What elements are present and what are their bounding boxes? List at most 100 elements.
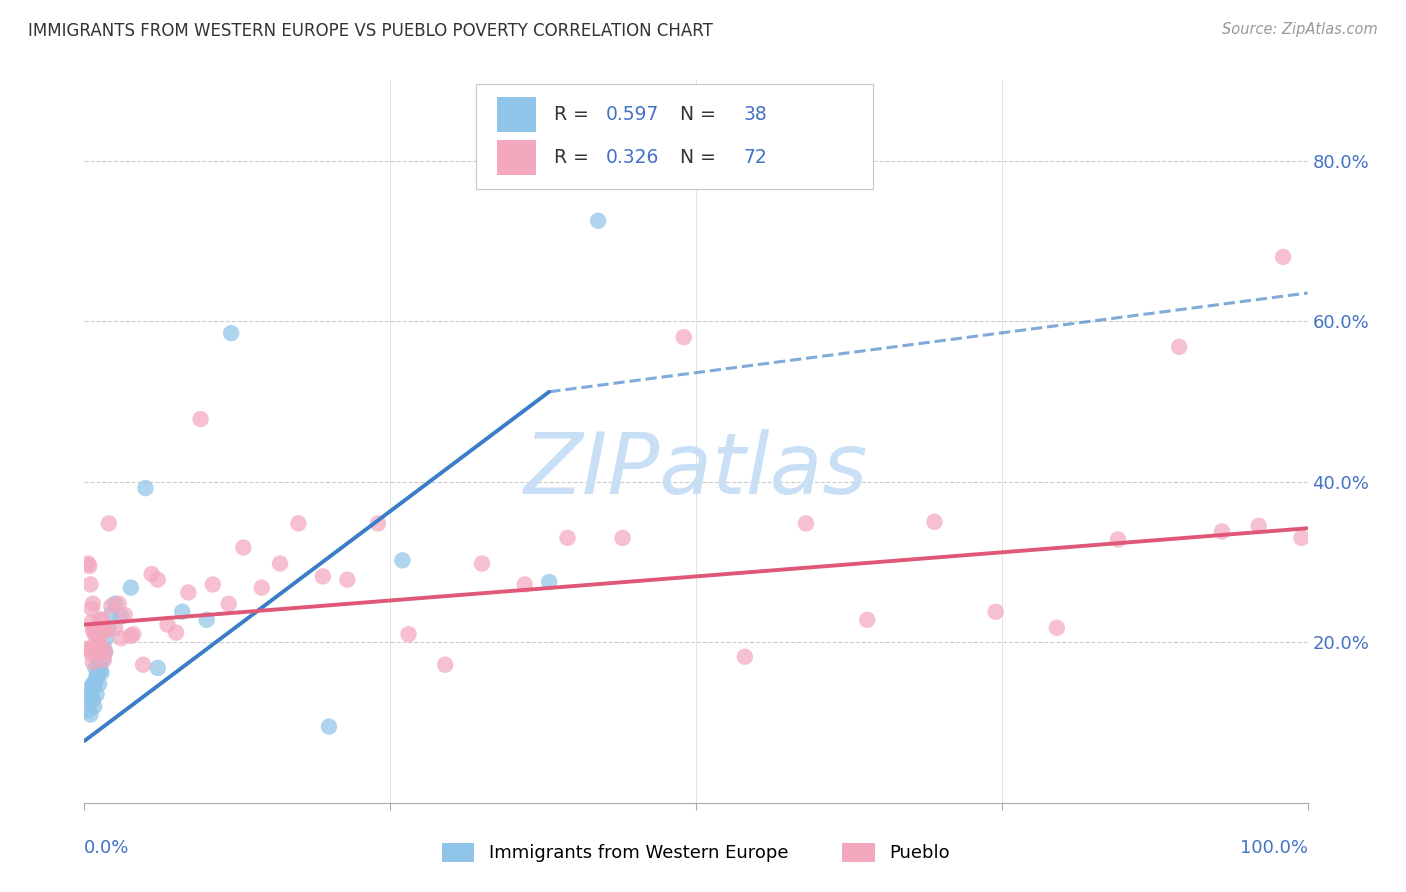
Point (177, 585, 200, 599)
Point (80, 680, 103, 694)
Point (79, 685, 101, 699)
Point (318, 719, 340, 733)
Text: IMMIGRANTS FROM WESTERN EUROPE VS PUEBLO POVERTY CORRELATION CHART: IMMIGRANTS FROM WESTERN EUROPE VS PUEBLO… (28, 22, 713, 40)
Text: N =: N = (668, 148, 721, 167)
Point (135, 481, 157, 495)
Point (398, 627, 420, 641)
Point (80, 690, 103, 704)
Point (97, 516, 120, 531)
Point (91, 623, 114, 637)
Point (77, 703, 100, 717)
Text: 38: 38 (744, 105, 768, 124)
Point (100, 607, 122, 622)
Point (232, 541, 254, 555)
Text: 0.0%: 0.0% (84, 838, 129, 857)
Point (87, 659, 110, 673)
Point (100, 599, 122, 614)
Point (336, 573, 359, 587)
Text: 72: 72 (744, 148, 768, 167)
Point (82, 623, 104, 637)
Point (269, 557, 291, 571)
Point (87, 621, 110, 635)
Point (94, 645, 117, 659)
Point (984, 605, 1007, 619)
Text: 100.0%: 100.0% (1240, 838, 1308, 857)
Point (90, 613, 112, 627)
Point (83, 623, 105, 637)
Point (87, 633, 110, 648)
Point (86, 639, 108, 653)
Point (91, 641, 114, 656)
Text: 0.597: 0.597 (606, 105, 659, 124)
Point (107, 597, 129, 611)
Point (83, 641, 105, 656)
Point (94, 645, 117, 659)
Point (146, 661, 169, 675)
Point (513, 577, 536, 591)
Point (84, 673, 107, 688)
Point (80, 615, 103, 630)
Point (83, 699, 105, 714)
Text: 0.326: 0.326 (606, 148, 659, 167)
Point (146, 573, 169, 587)
Point (1272, 250, 1295, 264)
Point (434, 657, 457, 672)
Point (82, 655, 104, 669)
Point (87, 635, 110, 649)
Legend: Immigrants from Western Europe, Pueblo: Immigrants from Western Europe, Pueblo (434, 836, 957, 870)
Point (87, 665, 110, 680)
Point (82, 597, 104, 611)
Point (190, 412, 212, 426)
Point (86, 669, 108, 683)
Point (93, 641, 115, 656)
Point (471, 557, 494, 571)
Point (672, 330, 695, 344)
Text: N =: N = (668, 105, 721, 124)
Point (1291, 531, 1313, 545)
Point (83, 680, 105, 694)
Point (84, 661, 107, 675)
Point (79, 577, 101, 591)
Point (120, 581, 142, 595)
Bar (496, 140, 536, 175)
Point (391, 553, 413, 567)
Point (312, 569, 335, 583)
Point (856, 613, 879, 627)
Point (165, 625, 187, 640)
Point (110, 609, 132, 624)
Point (77, 557, 100, 571)
Point (110, 632, 132, 646)
Point (557, 531, 579, 545)
Point (86, 623, 108, 637)
Point (77, 693, 100, 707)
Point (96, 632, 118, 646)
Point (87, 653, 110, 667)
Point (218, 597, 240, 611)
Point (141, 567, 163, 582)
Point (97, 621, 120, 635)
Point (87, 621, 110, 635)
Point (1107, 533, 1129, 547)
Point (90, 665, 112, 680)
Point (201, 577, 224, 591)
Point (120, 629, 142, 643)
Point (250, 581, 273, 595)
Point (104, 621, 127, 635)
Point (77, 558, 100, 574)
FancyBboxPatch shape (475, 84, 873, 189)
Point (794, 516, 817, 531)
Point (87, 677, 110, 691)
Point (1168, 340, 1191, 354)
Point (924, 515, 946, 529)
Point (1211, 524, 1233, 539)
Text: R =: R = (554, 148, 595, 167)
Point (80, 601, 103, 615)
Point (195, 613, 218, 627)
Point (82, 693, 104, 707)
Point (538, 575, 561, 590)
Point (79, 707, 101, 722)
Point (1046, 621, 1069, 635)
Bar (496, 97, 536, 132)
Point (86, 687, 108, 701)
Text: R =: R = (554, 105, 595, 124)
